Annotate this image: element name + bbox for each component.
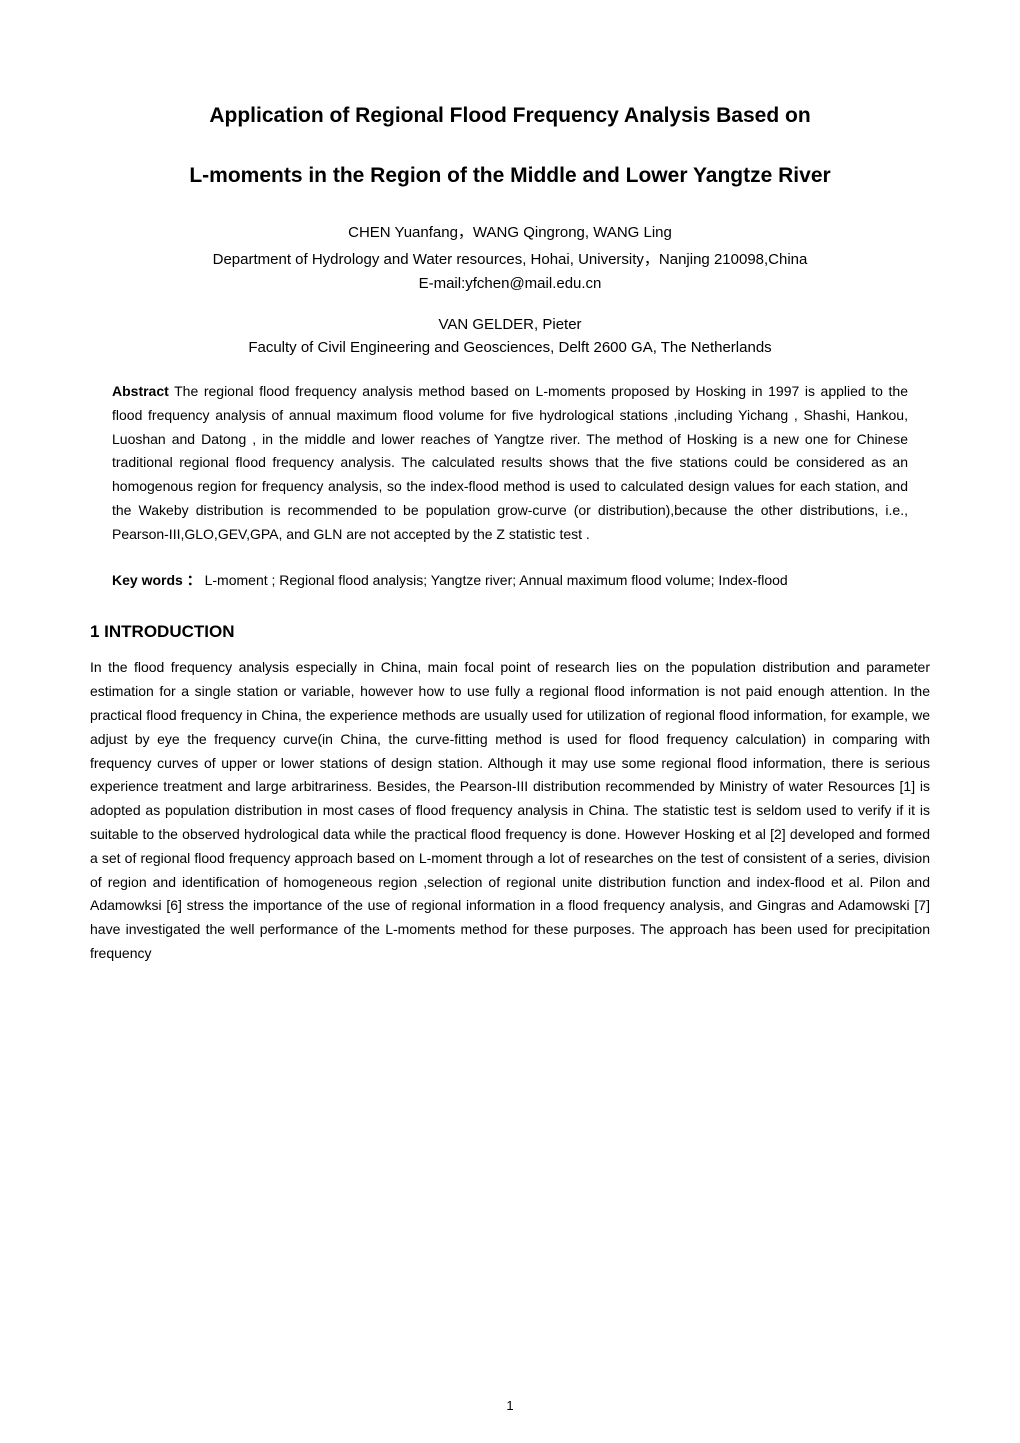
author-affiliation-group1: Department of Hydrology and Water resour… (90, 248, 930, 269)
abstract-text: The regional flood frequency analysis me… (112, 383, 908, 542)
paper-title-line1: Application of Regional Flood Frequency … (90, 100, 930, 132)
author-names-group2: VAN GELDER, Pieter (90, 316, 930, 333)
author-affiliation-group2: Faculty of Civil Engineering and Geoscie… (90, 339, 930, 356)
abstract-label: Abstract (112, 383, 169, 399)
page-number: 1 (0, 1398, 1020, 1413)
keywords-paragraph: Key words ： L-moment ; Regional flood an… (112, 569, 908, 593)
section-heading-introduction: 1 INTRODUCTION (90, 622, 930, 642)
abstract-paragraph: Abstract The regional flood frequency an… (112, 380, 908, 547)
paper-title-line2: L-moments in the Region of the Middle an… (90, 160, 930, 192)
keywords-text: L-moment ; Regional flood analysis; Yang… (201, 572, 788, 588)
introduction-body: In the flood frequency analysis especial… (90, 656, 930, 965)
keywords-label: Key words ： (112, 572, 201, 588)
author-email: E-mail:yfchen@mail.edu.cn (90, 275, 930, 292)
author-names-group1: CHEN Yuanfang，WANG Qingrong, WANG Ling (90, 221, 930, 242)
